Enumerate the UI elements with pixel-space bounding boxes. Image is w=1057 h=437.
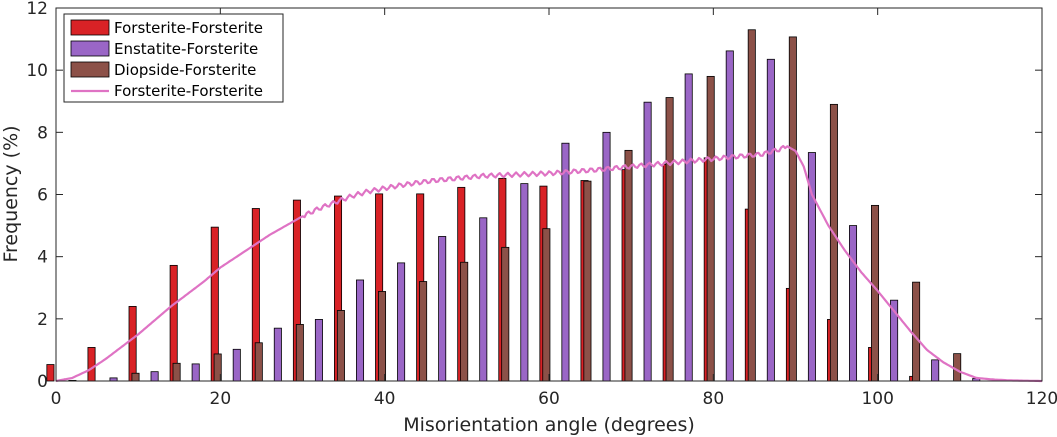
x-tick-label-3: 60 [538,389,560,409]
bar-s2-19 [871,204,880,382]
bar-s1-8 [397,262,406,382]
bar-s1-3 [191,363,200,382]
bar-s2-1 [131,372,140,382]
x-tick-label-4: 80 [703,389,725,409]
bar-s2-10 [501,246,510,382]
bar-s1-6 [314,319,323,382]
bar-s2-15 [706,75,715,382]
x-tick-label-1: 20 [210,389,232,409]
y-tick-label-3: 6 [37,186,48,206]
bar-s2-18 [829,103,838,382]
bar-s0-2 [128,305,137,382]
bar-s2-9 [460,261,469,382]
bar-s1-15 [684,73,693,382]
tick-labels-layer: 0 20 40 60 80 100 120 0 2 4 6 8 10 12 [26,0,1057,409]
x-tick-label-5: 100 [861,389,893,409]
y-tick-label-1: 2 [37,310,48,330]
bar-s1-11 [520,183,529,382]
bar-s2-2 [172,362,181,382]
legend-swatch-1 [70,40,110,57]
y-tick-label-4: 8 [37,123,48,143]
bar-s2-17 [788,36,797,382]
bar-s1-14 [643,101,652,382]
bar-s1-9 [438,236,447,382]
x-tick-label-0: 0 [51,389,62,409]
bar-s2-12 [583,180,592,382]
y-tick-label-5: 10 [26,61,48,81]
bar-s1-10 [479,217,488,382]
bar-s2-20 [912,281,921,382]
bar-s2-6 [336,310,345,382]
bar-s2-11 [542,228,551,382]
bar-s1-17 [766,58,775,382]
legend-swatch-2 [70,61,110,78]
legend-label-2: Diopside-Forsterite [114,61,256,79]
legend-label-0: Forsterite-Forsterite [114,19,263,37]
x-tick-label-2: 40 [374,389,396,409]
bar-s1-7 [356,279,365,382]
bar-s2-16 [747,29,756,382]
bar-s2-21 [953,353,962,382]
bar-s1-4 [232,348,241,382]
y-tick-label-2: 4 [37,248,48,268]
line-series [55,144,1042,383]
legend-label-3: Forsterite-Forsterite [114,82,263,100]
x-tick-label-6: 120 [1026,389,1057,409]
legend-label-1: Enstatite-Forsterite [114,40,258,58]
x-axis-label: Misorientation angle (degrees) [403,414,695,436]
bar-s1-16 [725,50,734,382]
bar-s1-2 [150,371,159,382]
legend-swatch-0 [70,19,110,36]
legend: Forsterite-Forsterite Enstatite-Forsteri… [63,13,284,103]
bar-s1-19 [849,225,858,382]
bar-s2-7 [378,291,387,382]
bar-s2-8 [419,281,428,382]
bar-s0-1 [87,347,96,382]
bar-s1-21 [931,359,940,382]
y-tick-label-0: 0 [37,372,48,392]
y-axis-label: Frequency (%) [0,125,22,262]
bar-s2-4 [254,342,263,382]
bar-s2-14 [665,97,674,382]
bar-s2-13 [624,149,633,382]
bar-s0-0 [46,364,55,382]
bar-s2-5 [295,324,304,382]
y-tick-label-6: 12 [26,0,48,19]
bar-s1-12 [561,142,570,382]
bar-s1-5 [273,327,282,382]
